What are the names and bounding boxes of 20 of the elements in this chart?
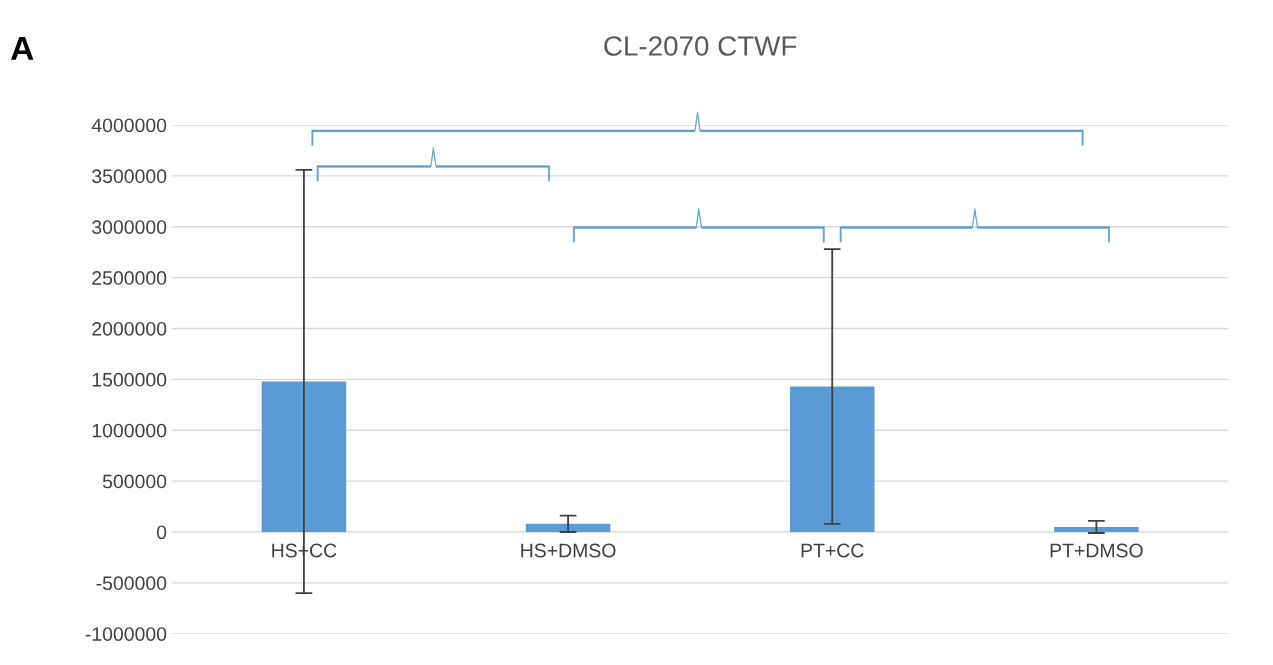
y-tick-label: 2000000 <box>92 321 167 336</box>
x-tick-label: HS+DMSO <box>521 543 616 558</box>
text: A <box>11 36 34 60</box>
y-tick-label: 1000000 <box>92 423 167 438</box>
y-tick-label: 3500000 <box>92 169 167 184</box>
bar <box>525 523 611 532</box>
y-tick-label: 0 <box>156 525 167 540</box>
y-tick-label: 500000 <box>102 474 167 489</box>
y-tick-label: -1000000 <box>85 627 167 641</box>
y-tick-label: -500000 <box>96 576 167 591</box>
y-tick-label: 3000000 <box>92 220 167 234</box>
y-tick-label: 4000000 <box>91 118 167 133</box>
x-tick-label: PT+CC <box>801 543 864 558</box>
chart-title: CL-2070 CTWF <box>604 36 797 56</box>
bar <box>261 381 347 532</box>
x-tick-label: PT+DMSO <box>1050 543 1143 558</box>
bar <box>1054 526 1139 532</box>
y-tick-label: 2500000 <box>92 271 167 285</box>
y-tick-label: 1500000 <box>92 372 167 387</box>
bar <box>789 386 875 532</box>
